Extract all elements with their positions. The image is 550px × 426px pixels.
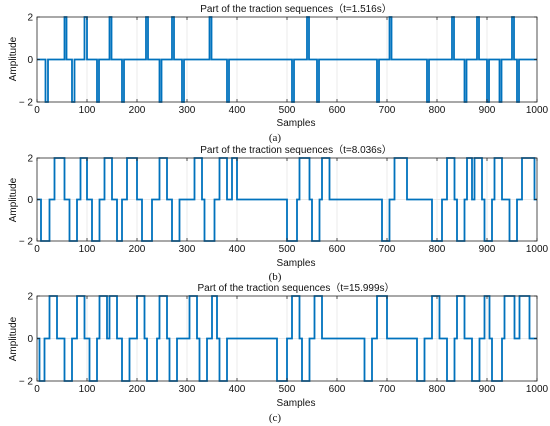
- x-tick-label: 800: [429, 384, 446, 395]
- x-tick-label: 100: [79, 105, 96, 116]
- x-tick-label: 200: [129, 105, 146, 116]
- panel-a-caption: (a): [269, 132, 282, 144]
- y-tick-label: 2: [27, 154, 33, 165]
- x-tick-label: 800: [429, 244, 446, 255]
- x-tick-label: 800: [429, 105, 446, 116]
- panel-b-ylabel: Amplitude: [8, 177, 19, 222]
- x-tick-label: 400: [229, 244, 246, 255]
- panel-a-xlabel: Samples: [277, 118, 316, 129]
- y-tick-label: 0: [27, 55, 33, 66]
- panel-c-plot: 0 100 200 300 400 500 600 700 800 900 1000− 202: [19, 292, 549, 396]
- x-tick-label: 200: [129, 244, 146, 255]
- panel-b-xlabel: Samples: [277, 258, 316, 269]
- panel-a-title: Part of the traction sequences（t=1.516s）: [200, 3, 392, 15]
- y-tick-label: 0: [27, 334, 33, 345]
- panel-b-caption: (b): [269, 271, 282, 283]
- x-tick-label: 600: [329, 105, 346, 116]
- x-tick-label: 1000: [526, 244, 549, 255]
- panel-b: Part of the traction sequences（t=8.036s）…: [8, 144, 549, 283]
- panel-c-ylabel: Amplitude: [8, 316, 19, 361]
- y-tick-label: − 2: [19, 377, 34, 388]
- x-tick-label: 300: [179, 105, 196, 116]
- y-tick-label: 2: [27, 13, 33, 24]
- x-tick-label: 700: [379, 244, 396, 255]
- y-tick-label: 2: [27, 292, 33, 303]
- x-tick-label: 100: [79, 384, 96, 395]
- x-tick-label: 0: [34, 384, 40, 395]
- panel-a-ylabel: Amplitude: [8, 36, 19, 81]
- panel-b-title: Part of the traction sequences（t=8.036s）: [200, 144, 392, 156]
- x-tick-label: 100: [79, 244, 96, 255]
- x-tick-label: 0: [34, 105, 40, 116]
- y-tick-label: − 2: [19, 237, 34, 248]
- panel-c-title: Part of the traction sequences（t=15.999s…: [197, 282, 394, 294]
- x-tick-label: 900: [479, 105, 496, 116]
- x-tick-label: 400: [229, 384, 246, 395]
- x-tick-label: 600: [329, 384, 346, 395]
- panel-c-xlabel: Samples: [277, 398, 316, 409]
- x-tick-label: 1000: [526, 384, 549, 395]
- x-tick-label: 900: [479, 384, 496, 395]
- x-tick-label: 0: [34, 244, 40, 255]
- x-tick-label: 700: [379, 105, 396, 116]
- panel-b-plot: 0 100 200 300 400 500 600 700 800 900 1000− 202: [19, 154, 549, 256]
- panel-a-plot: 0 100 200 300 400 500 600 700 800 900 1000− 202: [19, 13, 549, 117]
- x-tick-label: 500: [279, 384, 296, 395]
- x-tick-label: 400: [229, 105, 246, 116]
- x-tick-label: 300: [179, 384, 196, 395]
- x-tick-label: 1000: [526, 105, 549, 116]
- y-tick-label: − 2: [19, 98, 34, 109]
- signal-line: [37, 157, 537, 242]
- panel-c: Part of the traction sequences（t=15.999s…: [8, 282, 549, 424]
- x-tick-label: 700: [379, 384, 396, 395]
- x-tick-label: 500: [279, 244, 296, 255]
- signal-line: [37, 16, 537, 103]
- x-tick-label: 300: [179, 244, 196, 255]
- x-tick-label: 600: [329, 244, 346, 255]
- panel-c-caption: (c): [269, 412, 282, 424]
- x-tick-label: 200: [129, 384, 146, 395]
- x-tick-label: 500: [279, 105, 296, 116]
- y-tick-label: 0: [27, 195, 33, 206]
- panel-a: Part of the traction sequences（t=1.516s）…: [8, 3, 549, 144]
- x-tick-label: 900: [479, 244, 496, 255]
